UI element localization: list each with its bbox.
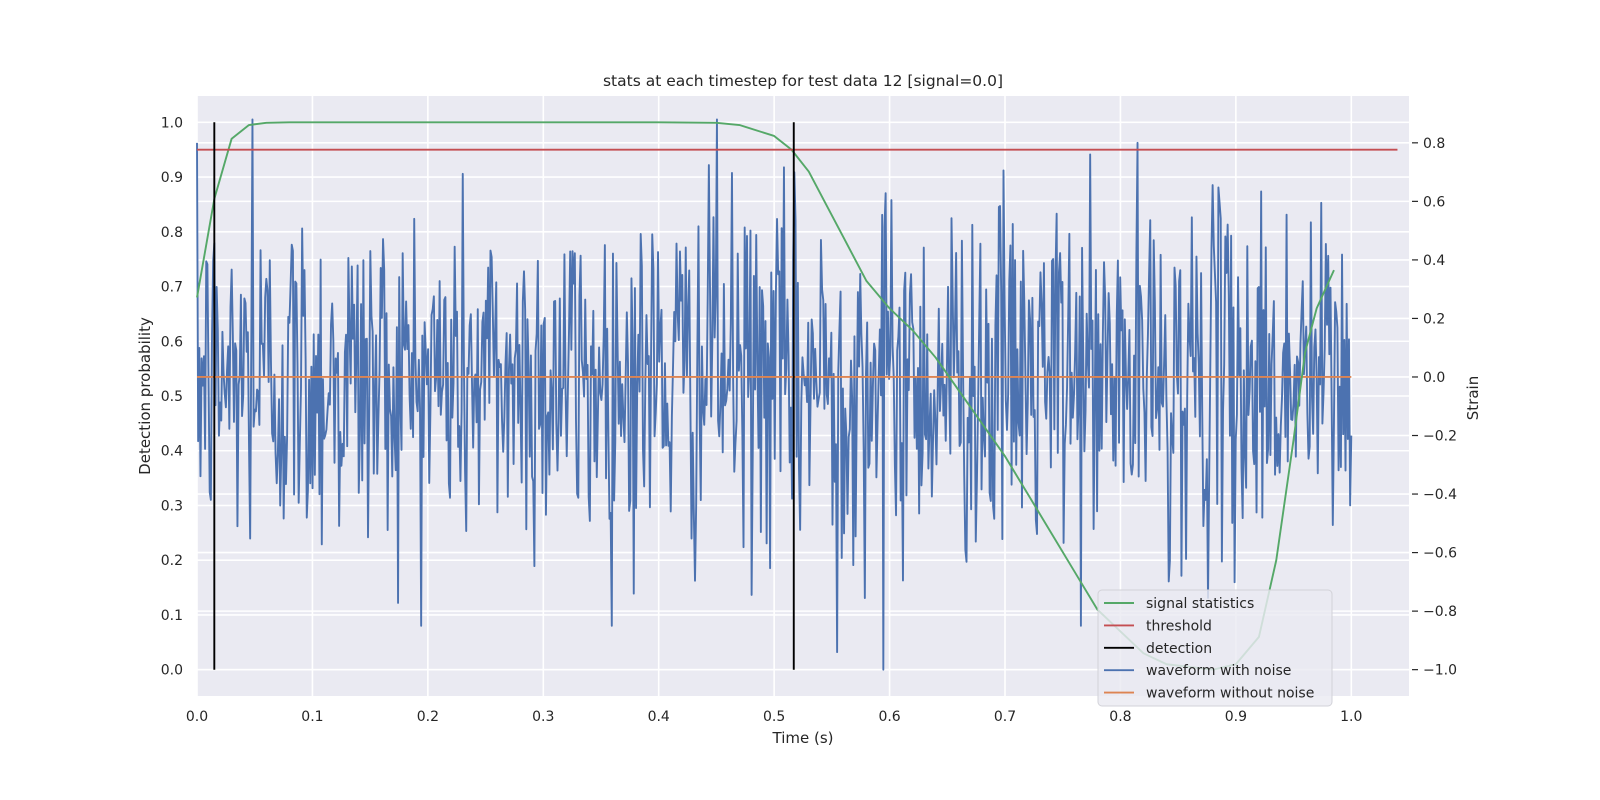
series-line-waveform-with-noise [196,118,1353,671]
y-tick-label: 0.6 [161,334,183,350]
legend-label: threshold [1146,618,1212,634]
y-right-tick-label: −0.6 [1423,546,1457,562]
legend-box [1097,589,1333,707]
y-tick-label: 0.3 [161,498,183,514]
x-axis: 0.0 0.1 0.2 0.3 0.4 0.5 0.6 0.7 0.8 0.9 1.0 [186,709,1363,725]
y-axis-right-label: Strain [1464,376,1482,420]
legend-label: signal statistics [1146,596,1254,612]
y-right-tick-label: −0.2 [1423,429,1457,445]
x-tick-label: 0.1 [301,709,323,725]
y-right-tick-label: 0.2 [1423,311,1445,327]
x-tick-label: 0.4 [648,709,670,725]
x-tick-label: 0.0 [186,709,208,725]
legend: signal statistics threshold detection wavef… [1097,589,1333,707]
y-right-tick-label: −1.0 [1423,663,1457,679]
y-right-tick-label: −0.8 [1423,604,1457,620]
legend-label: waveform with noise [1146,663,1291,679]
y-right-tick-label: −0.4 [1423,487,1457,503]
x-tick-label: 0.7 [994,709,1016,725]
y-tick-label: 0.1 [161,608,183,624]
y-axis-right: −1.0 −0.8 −0.6 −0.4 −0.2 0.0 0.2 0.4 0.6 0.8 [1412,136,1457,679]
y-right-tick-label: 0.4 [1423,253,1445,269]
y-tick-label: 0.5 [161,389,183,405]
x-tick-label: 0.3 [532,709,554,725]
y-right-tick-label: 0.0 [1423,370,1445,386]
x-tick-label: 1.0 [1340,709,1362,725]
x-tick-label: 0.9 [1225,709,1247,725]
y-tick-label: 0.9 [161,170,183,186]
x-tick-label: 0.8 [1109,709,1131,725]
legend-label: detection [1146,641,1212,657]
x-tick-label: 0.5 [763,709,785,725]
y-axis-label: Detection probability [136,317,154,475]
y-tick-label: 0.0 [161,663,183,679]
y-axis-left: 0.0 0.1 0.2 0.3 0.4 0.5 0.6 0.7 0.8 0.9 1.0 [161,115,183,678]
y-tick-label: 0.8 [161,225,183,241]
y-right-tick-label: 0.6 [1423,194,1445,210]
y-tick-label: 0.2 [161,553,183,569]
y-tick-label: 0.7 [161,280,183,296]
x-axis-label: Time (s) [772,729,834,747]
chart-title: stats at each timestep for test data 12 … [603,72,1003,90]
x-tick-label: 0.2 [417,709,439,725]
y-right-tick-label: 0.8 [1423,136,1445,152]
y-tick-label: 0.4 [161,444,183,460]
x-tick-label: 0.6 [878,709,900,725]
legend-label: waveform without noise [1146,686,1314,702]
y-tick-label: 1.0 [161,115,183,131]
